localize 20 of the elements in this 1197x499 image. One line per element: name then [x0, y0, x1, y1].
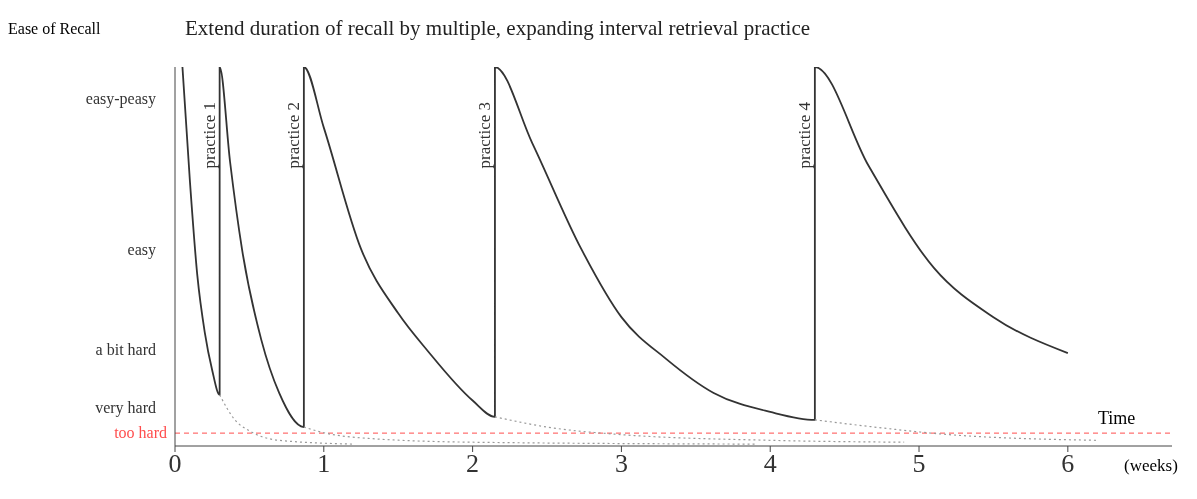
text: easy [127, 241, 156, 259]
x-tick-label: 2 [466, 449, 480, 479]
ref-line-label: too hard [114, 424, 167, 442]
x-tick-label: 4 [763, 449, 777, 479]
annotation: practice 1 [199, 101, 219, 169]
text: very hard [95, 399, 156, 417]
x-tick-label: 6 [1061, 449, 1075, 479]
x-tick-label: 5 [912, 449, 926, 479]
text: a bit hard [95, 341, 156, 359]
text: easy-peasy [85, 90, 156, 108]
x-tick-label: 0 [168, 449, 182, 479]
annotation: practice 2 [283, 101, 303, 169]
annotation: practice 3 [474, 101, 494, 169]
x-tick-label: 1 [317, 449, 331, 479]
x-tick-label: 3 [614, 449, 628, 479]
text: (weeks) [1124, 456, 1178, 476]
x-axis-title: Time [1098, 408, 1136, 429]
y-axis-title: Ease of Recall [8, 20, 101, 38]
chart-title: Extend duration of recall by multiple, expanding interval retrieval practice [185, 16, 811, 41]
annotation: practice 4 [794, 101, 814, 169]
